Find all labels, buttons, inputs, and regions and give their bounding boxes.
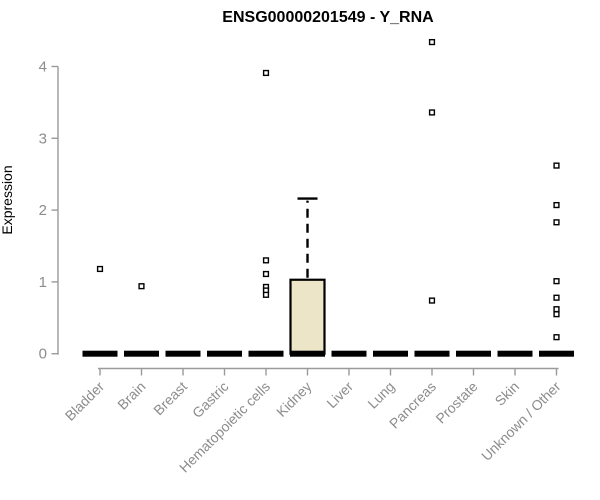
x-tick-label: Breast	[150, 378, 190, 418]
median-bar	[331, 350, 367, 357]
boxplot-prostate	[456, 350, 491, 357]
outlier-point	[553, 334, 560, 341]
outlier-point	[262, 270, 270, 278]
boxplot-unknown-other	[539, 162, 574, 357]
outlier-point	[262, 69, 270, 77]
outlier-point	[553, 306, 560, 313]
box-series-group	[82, 38, 574, 357]
y-tick-label: 1	[39, 274, 47, 291]
outlier-point	[553, 294, 560, 301]
outlier-point	[262, 291, 270, 298]
y-tick-label: 2	[39, 202, 47, 219]
outlier-point	[96, 265, 104, 273]
y-tick-label: 4	[39, 59, 47, 76]
x-tick-label: Prostate	[432, 378, 480, 426]
median-bar	[456, 350, 491, 357]
median-bar	[373, 350, 408, 357]
median-bar	[414, 350, 450, 357]
median-bar	[290, 350, 325, 357]
boxplot-lung	[373, 350, 408, 357]
x-tick-label: Kidney	[273, 378, 315, 420]
boxplot-breast	[165, 350, 201, 357]
outlier-point	[553, 311, 560, 318]
boxplot-hematopoietic-cells	[248, 69, 284, 357]
boxplot-brain	[124, 283, 159, 357]
outlier-point	[553, 278, 560, 285]
boxplot-liver	[331, 350, 367, 357]
outlier-point	[262, 257, 270, 264]
x-tick-label: Skin	[492, 378, 523, 409]
boxplot-bladder	[82, 265, 118, 357]
x-tick-label: Liver	[323, 378, 356, 411]
median-bar	[497, 350, 533, 357]
median-bar	[124, 350, 159, 357]
boxplot-skin	[497, 350, 533, 357]
boxplot-pancreas	[414, 38, 450, 357]
box-body	[289, 278, 326, 355]
outlier-point	[428, 109, 436, 116]
boxplot-kidney	[289, 197, 326, 357]
y-tick-label: 0	[39, 346, 47, 363]
median-bar	[248, 350, 284, 357]
outlier-point	[138, 283, 145, 290]
outlier-point	[553, 162, 560, 169]
y-axis-label: Expression	[0, 165, 15, 234]
outlier-point	[428, 38, 436, 46]
outlier-point	[428, 297, 436, 304]
outlier-point	[553, 201, 560, 209]
x-tick-label: Brain	[114, 378, 148, 412]
median-bar	[165, 350, 201, 357]
median-bar	[82, 350, 118, 357]
median-bar	[207, 350, 242, 357]
y-tick-label: 3	[39, 130, 47, 147]
boxplot-gastric	[207, 350, 242, 357]
x-tick-label: Unknown / Other	[478, 378, 564, 464]
outlier-point	[553, 219, 560, 226]
chart-title: ENSG00000201549 - Y_RNA	[222, 9, 434, 26]
x-tick-label: Lung	[364, 378, 397, 411]
median-bar	[539, 350, 574, 357]
x-tick-label: Bladder	[62, 378, 108, 424]
